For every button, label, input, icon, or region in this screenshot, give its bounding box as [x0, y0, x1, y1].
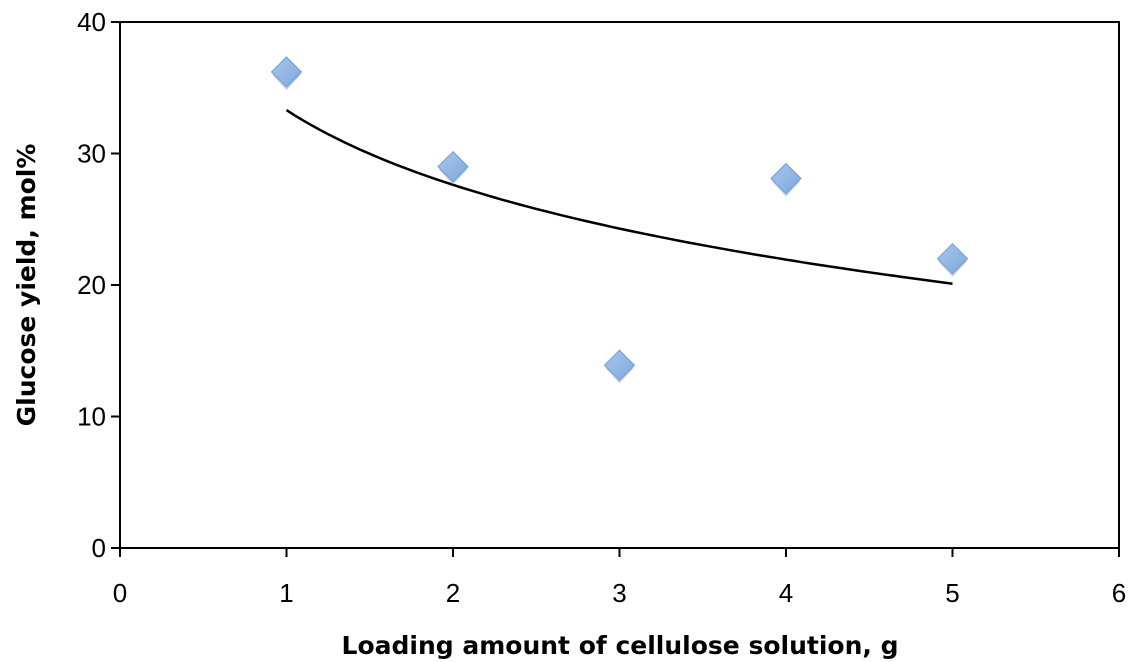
y-axis-ticks: 0 10 20 30 40	[77, 7, 120, 563]
x-tick-label: 2	[446, 578, 460, 608]
x-axis-title: Loading amount of cellulose solution, g	[342, 631, 899, 660]
plot-area	[119, 21, 1120, 549]
x-tick-label: 0	[113, 578, 127, 608]
x-tick-label: 4	[779, 578, 793, 608]
x-tick-label: 6	[1112, 578, 1126, 608]
trendline	[285, 109, 953, 285]
x-tick-label: 3	[612, 578, 626, 608]
data-points	[270, 56, 969, 384]
data-point	[603, 349, 636, 381]
y-tick-label: 40	[77, 7, 106, 37]
y-tick-label: 30	[77, 139, 106, 169]
x-tick-label: 1	[279, 578, 293, 608]
y-axis-title: Glucose yield, mol%	[12, 144, 41, 427]
y-tick-label: 10	[77, 402, 106, 432]
data-point	[270, 56, 303, 88]
y-tick-label: 20	[77, 270, 106, 300]
data-point	[936, 242, 969, 275]
data-point	[770, 162, 802, 195]
x-axis-ticks: 0 1 2 3 4 5 6	[113, 548, 1126, 608]
y-tick-label: 0	[92, 533, 106, 563]
x-tick-label: 5	[945, 578, 959, 608]
data-point	[437, 150, 469, 183]
